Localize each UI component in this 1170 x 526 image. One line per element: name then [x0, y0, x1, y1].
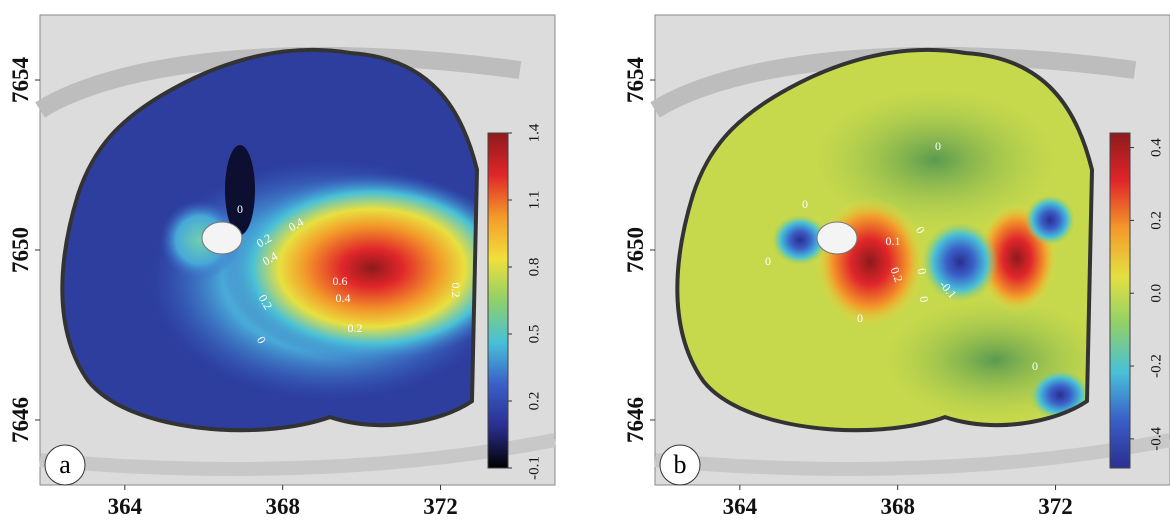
- colorbar-tick-label: 0.0: [1148, 284, 1164, 303]
- contour-label: 0.4: [336, 291, 351, 305]
- contour-label: 0.2: [256, 292, 276, 312]
- low: [225, 145, 255, 235]
- x-tick-label: 368: [265, 494, 300, 519]
- colorbar-tick-label: -0.1: [526, 456, 542, 480]
- panel-badge: [659, 444, 701, 486]
- contour-label: 0.2: [888, 265, 906, 284]
- colorbar-tick-label: 1.1: [526, 191, 542, 210]
- x-tick-label: 368: [880, 494, 915, 519]
- low: [772, 215, 828, 265]
- colorbar-tick-label: 0.2: [1148, 211, 1164, 230]
- contour-label: 0.2: [449, 283, 463, 298]
- panel-label: a: [59, 450, 71, 479]
- ridge: [39, 433, 557, 476]
- contour-label: 0: [917, 295, 932, 303]
- colorbar-tick-label: 0.4: [1148, 138, 1164, 157]
- y-tick-label: 7646: [623, 397, 648, 443]
- y-tick-label: 7650: [8, 227, 33, 273]
- deformation-overlay: [64, 51, 475, 429]
- colorbar-tick-label: 1.4: [526, 123, 542, 142]
- ridge: [35, 46, 522, 118]
- contour-label: 0.6: [333, 274, 348, 288]
- panel-badge: [44, 444, 86, 486]
- contour-label: 0: [765, 254, 771, 268]
- contour-label: 0: [1032, 359, 1038, 373]
- crater: [201, 221, 243, 255]
- colorbar-tick-label: 0.8: [526, 258, 542, 277]
- contour-label: 0.2: [254, 231, 274, 251]
- x-tick-label: 372: [423, 494, 458, 519]
- contour-label: 0: [915, 267, 930, 275]
- x-tick-label: 364: [723, 494, 758, 519]
- crater: [816, 221, 858, 255]
- y-tick-label: 7654: [8, 57, 33, 104]
- contour-label: 0: [802, 197, 808, 211]
- ridge: [654, 433, 1170, 476]
- contour-label: 0.4: [260, 249, 280, 269]
- contour-label: 0.2: [348, 321, 363, 335]
- y-tick-label: 7646: [8, 397, 33, 443]
- y-tick-label: 7650: [623, 227, 648, 273]
- x-tick-label: 372: [1038, 494, 1073, 519]
- x-tick-label: 364: [108, 494, 143, 519]
- y-tick-label: 7654: [623, 57, 648, 104]
- field: [815, 90, 1055, 230]
- contour-label: 0: [237, 202, 243, 216]
- contour-label: 0.4: [286, 215, 306, 235]
- field: [160, 200, 240, 280]
- high: [815, 197, 925, 327]
- low: [922, 222, 998, 302]
- low: [1025, 195, 1075, 245]
- ridge: [650, 46, 1137, 118]
- contour-label: 0: [935, 139, 941, 153]
- colorbar-tick-label: 0.5: [526, 325, 542, 344]
- contour-label: 0.1: [886, 234, 901, 248]
- contour-label: 0: [857, 311, 863, 325]
- uplift: [222, 173, 475, 363]
- colorbar: [1109, 132, 1131, 469]
- panel-label: b: [674, 450, 687, 479]
- colorbar-tick-label: 0.2: [526, 392, 542, 411]
- colorbar: [487, 132, 509, 469]
- colorbar-tick-label: -0.2: [1148, 354, 1164, 378]
- colorbar-tick-label: -0.4: [1148, 426, 1164, 450]
